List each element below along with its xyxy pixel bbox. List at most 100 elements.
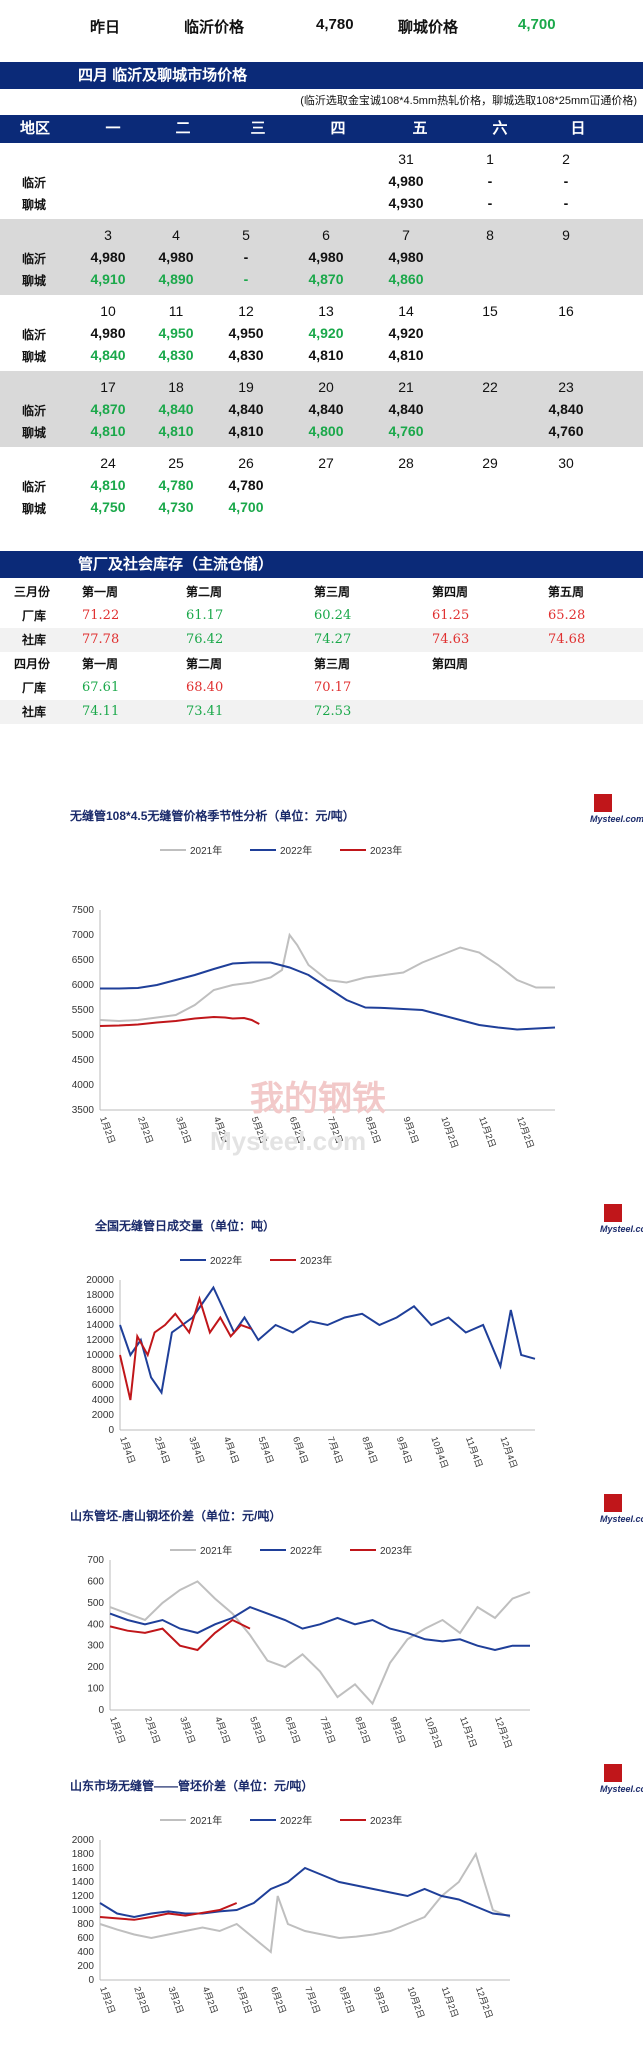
header-cell-5: 五 (412, 120, 428, 137)
liaocheng-price-cell: 4,830 (228, 347, 264, 363)
x-tick-label: 4月4日 (222, 1435, 241, 1465)
week-row: 临沂 聊城 3 4,980 4,910 4 4,980 4,890 5 - - 6 4,980 4,870… (0, 219, 643, 295)
linyi-price-cell: 4,840 (548, 401, 584, 417)
legend-label: 2021年 (200, 1544, 232, 1557)
linyi-price-cell: 4,920 (308, 325, 344, 341)
inventory-value: 60.24 (314, 608, 352, 623)
inventory-value: 74.11 (82, 704, 120, 719)
x-tick-label: 1月2日 (98, 1115, 117, 1145)
linyi-price-cell: 4,980 (308, 249, 344, 265)
inventory-value: 65.28 (548, 608, 586, 623)
x-tick-label: 9月2日 (371, 1985, 390, 2015)
series-line (100, 961, 556, 1031)
x-tick-label: 2月4日 (153, 1435, 172, 1465)
y-tick-label: 4500 (72, 1055, 95, 1066)
date-cell: 10 (100, 303, 116, 319)
header-cell-1: 一 (105, 120, 121, 137)
date-cell: 13 (318, 303, 334, 319)
date-cell: 22 (482, 379, 498, 395)
y-tick-label: 16000 (86, 1305, 114, 1316)
header-cell-4: 四 (330, 120, 346, 137)
mysteel-logo-mark (594, 794, 612, 812)
y-tick-label: 7500 (72, 905, 95, 916)
inventory-value: 74.63 (432, 632, 470, 647)
y-tick-label: 6000 (72, 980, 95, 991)
date-cell: 15 (482, 303, 498, 319)
x-tick-label: 3月2日 (174, 1115, 193, 1145)
y-tick-label: 200 (77, 1961, 94, 1972)
inventory-value: 73.41 (186, 704, 224, 719)
week-label: 第二周 (186, 657, 223, 671)
x-tick-label: 9月4日 (395, 1435, 414, 1465)
row-label-liaocheng: 聊城 (22, 198, 47, 212)
x-tick-label: 4月2日 (213, 1715, 232, 1745)
mysteel-logo: Mysteel.com (600, 1784, 643, 1794)
liaocheng-price-cell (450, 419, 530, 443)
series-line (99, 1851, 511, 1954)
x-tick-label: 2月2日 (132, 1985, 151, 2015)
y-tick-label: 5500 (72, 1005, 95, 1016)
x-tick-label: 1月2日 (108, 1715, 127, 1745)
series-line (109, 1605, 530, 1652)
y-tick-label: 20000 (86, 1275, 114, 1286)
row-label-linyi: 临沂 (22, 252, 47, 266)
x-tick-label: 7月2日 (318, 1715, 337, 1745)
y-tick-label: 12000 (86, 1335, 114, 1346)
date-cell (206, 147, 286, 171)
x-tick-label: 6月2日 (283, 1715, 302, 1745)
row-label-liaocheng: 聊城 (22, 350, 47, 364)
date-cell: 17 (100, 379, 116, 395)
liaocheng-price-cell: 4,810 (158, 423, 194, 439)
date-cell: 18 (168, 379, 184, 395)
date-cell: 28 (398, 455, 414, 471)
liaocheng-price-cell: 4,810 (228, 423, 264, 439)
x-tick-label: 12月2日 (515, 1115, 536, 1149)
x-tick-label: 6月4日 (291, 1435, 310, 1465)
legend-label: 2022年 (280, 844, 312, 857)
y-tick-label: 1400 (72, 1877, 95, 1888)
date-cell: 11 (168, 303, 184, 319)
liaocheng-price-label: 聊城价格 (398, 19, 459, 36)
mysteel-logo: Mysteel.com (600, 1224, 643, 1234)
liaocheng-price-cell (526, 495, 606, 519)
y-tick-label: 6000 (92, 1380, 115, 1391)
inventory-value: 74.27 (314, 632, 352, 647)
date-cell: 6 (322, 227, 330, 243)
linyi-price-cell (286, 473, 366, 497)
inventory-value: 77.78 (82, 632, 120, 647)
y-tick-label: 6500 (72, 955, 95, 966)
y-tick-label: 8000 (92, 1365, 115, 1376)
x-tick-label: 8月2日 (337, 1985, 356, 2015)
chart-title: 无缝管108*4.5无缝管价格季节性分析（单位：元/吨） (69, 808, 355, 823)
week-label: 第一周 (82, 585, 119, 599)
date-cell: 2 (562, 151, 570, 167)
linyi-price-cell: 4,920 (388, 325, 424, 341)
x-tick-label: 8月2日 (353, 1715, 372, 1745)
y-tick-label: 1200 (72, 1891, 95, 1902)
date-cell: 14 (398, 303, 414, 319)
x-tick-label: 1月2日 (98, 1985, 117, 2015)
date-cell: 21 (398, 379, 414, 395)
week-label: 第三周 (314, 585, 351, 599)
liaocheng-price-cell: 4,840 (90, 347, 126, 363)
y-tick-label: 700 (87, 1555, 104, 1566)
march-social-row: 社库 77.78 76.42 74.27 74.63 74.68 (0, 628, 643, 652)
x-tick-label: 8月2日 (364, 1115, 383, 1145)
week-label: 第五周 (548, 585, 585, 599)
liaocheng-price-cell (450, 267, 530, 291)
linyi-price-cell: 4,780 (158, 477, 194, 493)
liaocheng-price-cell: 4,870 (308, 271, 344, 287)
date-cell: 16 (558, 303, 574, 319)
chart-title: 全国无缝管日成交量（单位：吨） (94, 1218, 275, 1233)
x-tick-label: 3月4日 (187, 1435, 206, 1465)
series-line (99, 1015, 260, 1027)
march-label: 三月份 (14, 585, 51, 599)
row-label-linyi: 临沂 (22, 404, 47, 418)
linyi-price-cell (526, 321, 606, 345)
x-tick-label: 3月2日 (178, 1715, 197, 1745)
x-tick-label: 7月4日 (326, 1435, 345, 1465)
linyi-price-cell (366, 473, 446, 497)
linyi-price-cell: 4,980 (158, 249, 194, 265)
liaocheng-price-cell: 4,810 (388, 347, 424, 363)
factory-label: 厂库 (22, 681, 47, 695)
